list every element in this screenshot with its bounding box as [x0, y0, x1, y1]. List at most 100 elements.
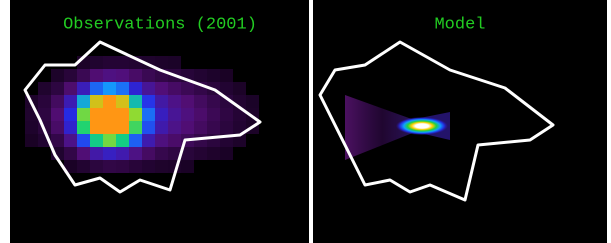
map-pixel [116, 95, 129, 108]
map-pixel [64, 134, 77, 147]
map-pixel [129, 95, 142, 108]
map-pixel [220, 121, 233, 134]
map-pixel [51, 82, 64, 95]
map-pixel [181, 121, 194, 134]
map-pixel [168, 95, 181, 108]
map-pixel [129, 134, 142, 147]
map-pixel [142, 82, 155, 95]
map-pixel [116, 121, 129, 134]
figure: Observations (2001) Model [0, 0, 611, 243]
map-pixel [77, 82, 90, 95]
map-pixel [103, 121, 116, 134]
map-pixel [207, 121, 220, 134]
map-pixel [155, 147, 168, 160]
map-pixel [181, 82, 194, 95]
map-pixel [168, 121, 181, 134]
panel-title: Model [434, 15, 485, 34]
observation-map [25, 56, 259, 173]
map-pixel [90, 160, 103, 173]
map-pixel [207, 69, 220, 82]
map-pixel [142, 134, 155, 147]
map-pixel [77, 95, 90, 108]
map-pixel [90, 134, 103, 147]
map-pixel [90, 69, 103, 82]
map-pixel [103, 69, 116, 82]
map-pixel [142, 95, 155, 108]
map-pixel [168, 134, 181, 147]
map-pixel [51, 69, 64, 82]
map-pixel [90, 82, 103, 95]
map-pixel [51, 95, 64, 108]
map-pixel [51, 134, 64, 147]
map-pixel [220, 82, 233, 95]
map-pixel [155, 134, 168, 147]
map-pixel [38, 82, 51, 95]
map-pixel [233, 82, 246, 95]
map-pixel [194, 95, 207, 108]
map-pixel [220, 147, 233, 160]
map-pixel [90, 95, 103, 108]
map-pixel [116, 56, 129, 69]
map-pixel [181, 95, 194, 108]
map-pixel [38, 95, 51, 108]
map-pixel [246, 95, 259, 108]
map-pixel [155, 82, 168, 95]
map-pixel [142, 108, 155, 121]
map-pixel [90, 56, 103, 69]
map-pixel [51, 121, 64, 134]
map-pixel [116, 69, 129, 82]
map-pixel [116, 108, 129, 121]
map-pixel [77, 121, 90, 134]
map-pixel [103, 108, 116, 121]
map-pixel [207, 147, 220, 160]
panel-title: Observations (2001) [63, 15, 257, 34]
map-pixel [155, 108, 168, 121]
map-pixel [168, 82, 181, 95]
map-pixel [129, 108, 142, 121]
map-pixel [77, 69, 90, 82]
map-pixel [155, 160, 168, 173]
map-pixel [220, 108, 233, 121]
map-pixel [64, 108, 77, 121]
map-pixel [181, 160, 194, 173]
model-core [396, 117, 448, 135]
map-pixel [181, 108, 194, 121]
map-pixel [90, 121, 103, 134]
map-pixel [168, 108, 181, 121]
map-pixel [64, 147, 77, 160]
map-pixel [103, 82, 116, 95]
map-pixel [116, 160, 129, 173]
map-pixel [77, 134, 90, 147]
map-pixel [103, 134, 116, 147]
map-pixel [168, 56, 181, 69]
map-pixel [77, 147, 90, 160]
page: Observations (2001) Model (() => { const… [0, 0, 611, 243]
map-pixel [142, 160, 155, 173]
map-pixel [155, 95, 168, 108]
map-pixel [64, 95, 77, 108]
map-pixel [129, 147, 142, 160]
map-pixel [194, 147, 207, 160]
map-pixel [90, 108, 103, 121]
map-pixel [64, 82, 77, 95]
map-pixel [90, 147, 103, 160]
map-pixel [129, 121, 142, 134]
map-pixel [103, 160, 116, 173]
map-pixel [142, 147, 155, 160]
map-pixel [116, 134, 129, 147]
map-pixel [103, 56, 116, 69]
map-pixel [129, 82, 142, 95]
map-pixel [142, 69, 155, 82]
map-pixel [207, 95, 220, 108]
map-pixel [25, 121, 38, 134]
map-pixel [194, 108, 207, 121]
map-pixel [116, 147, 129, 160]
map-pixel [77, 108, 90, 121]
map-pixel [155, 121, 168, 134]
map-pixel [77, 160, 90, 173]
map-pixel [142, 121, 155, 134]
map-pixel [194, 69, 207, 82]
map-pixel [194, 121, 207, 134]
map-pixel [25, 134, 38, 147]
map-pixel [51, 108, 64, 121]
